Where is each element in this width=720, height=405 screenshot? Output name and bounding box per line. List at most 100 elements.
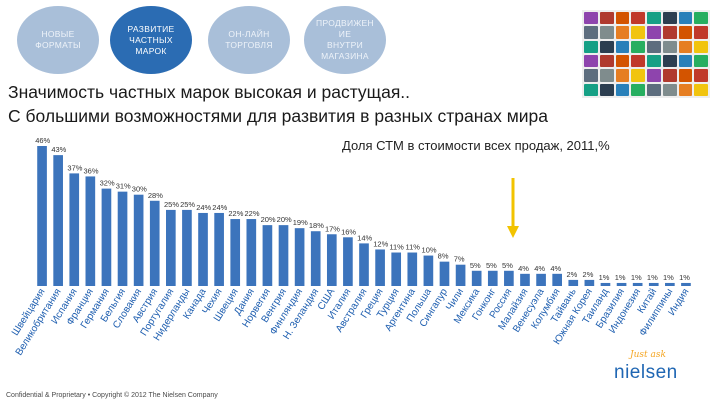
product-thumbnail bbox=[662, 69, 677, 82]
product-thumbnail bbox=[599, 83, 614, 96]
bar bbox=[343, 237, 353, 286]
bar bbox=[149, 200, 160, 286]
product-thumbnail bbox=[694, 12, 708, 25]
bar-value-label: 24% bbox=[212, 203, 227, 212]
bar bbox=[101, 188, 112, 286]
bar-value-label: 36% bbox=[84, 166, 99, 175]
bar bbox=[681, 282, 691, 286]
product-thumbnail bbox=[615, 54, 630, 68]
product-thumbnail bbox=[599, 54, 614, 68]
product-thumbnail bbox=[678, 69, 693, 82]
product-thumbnail bbox=[584, 40, 598, 53]
product-thumbnail bbox=[584, 69, 598, 82]
bar-value-label: 17% bbox=[325, 224, 340, 233]
bar-value-label: 32% bbox=[100, 179, 115, 188]
product-thumbnail bbox=[647, 83, 661, 96]
nielsen-logo: Just ask nielsen bbox=[596, 350, 702, 392]
bar bbox=[182, 209, 192, 286]
bar bbox=[568, 279, 579, 286]
product-thumbnail bbox=[615, 69, 630, 82]
bar-value-label: 1% bbox=[679, 273, 690, 282]
bar-value-label: 37% bbox=[67, 163, 82, 172]
bar bbox=[536, 273, 546, 286]
bar-value-label: 46% bbox=[35, 136, 50, 145]
logo-wordmark: nielsen bbox=[614, 362, 678, 383]
bar-value-label: 18% bbox=[309, 221, 324, 230]
bar-value-label: 5% bbox=[502, 261, 513, 270]
product-thumbnail bbox=[678, 54, 693, 68]
bar bbox=[133, 194, 144, 286]
bar bbox=[166, 209, 176, 286]
arrow-head bbox=[507, 226, 519, 238]
product-thumbnail bbox=[631, 12, 645, 25]
product-thumbnail bbox=[615, 26, 630, 39]
product-thumbnail bbox=[615, 12, 630, 25]
bar-value-label: 11% bbox=[389, 243, 404, 252]
product-thumbnail bbox=[678, 12, 693, 25]
bar bbox=[375, 249, 385, 286]
bar-value-label: 2% bbox=[566, 270, 577, 279]
product-thumbnail bbox=[647, 54, 661, 68]
bar bbox=[616, 282, 627, 286]
product-thumbnail bbox=[647, 69, 661, 82]
bar-value-label: 20% bbox=[277, 215, 292, 224]
bar bbox=[487, 270, 498, 286]
bar-value-label: 11% bbox=[405, 243, 420, 252]
bar bbox=[214, 212, 224, 286]
bar bbox=[326, 234, 337, 286]
private-label-products-collage bbox=[582, 10, 710, 98]
bar bbox=[230, 219, 241, 286]
product-thumbnail bbox=[584, 54, 598, 68]
product-thumbnail bbox=[694, 40, 708, 53]
bar-value-label: 5% bbox=[486, 261, 497, 270]
bar bbox=[584, 279, 595, 286]
bar bbox=[648, 282, 659, 286]
bar bbox=[552, 273, 562, 286]
bar-value-label: 28% bbox=[148, 191, 163, 200]
product-thumbnail bbox=[584, 83, 598, 96]
product-thumbnail bbox=[662, 26, 677, 39]
bar-value-label: 22% bbox=[228, 209, 243, 218]
bar-value-label: 43% bbox=[51, 145, 66, 154]
bar-value-label: 24% bbox=[196, 203, 211, 212]
bar bbox=[359, 243, 369, 286]
product-thumbnail bbox=[662, 12, 677, 25]
bubble-new-formats: НОВЫЕ ФОРМАТЫ bbox=[17, 6, 99, 74]
bar-value-label: 4% bbox=[534, 264, 545, 273]
bar-value-label: 4% bbox=[550, 264, 561, 273]
product-thumbnail bbox=[584, 26, 598, 39]
bar-value-label: 14% bbox=[357, 233, 372, 242]
product-thumbnail bbox=[647, 26, 661, 39]
bar bbox=[423, 255, 434, 286]
bar-value-label: 5% bbox=[470, 261, 481, 270]
product-thumbnail bbox=[631, 83, 645, 96]
bar-value-label: 19% bbox=[293, 218, 308, 227]
bar bbox=[520, 273, 530, 286]
product-thumbnail bbox=[631, 26, 645, 39]
bar bbox=[85, 176, 96, 286]
bar-value-label: 8% bbox=[438, 252, 449, 261]
bar bbox=[455, 264, 466, 286]
bar bbox=[632, 282, 643, 286]
bar-value-label: 12% bbox=[373, 239, 388, 248]
product-thumbnail bbox=[631, 54, 645, 68]
product-thumbnail bbox=[599, 69, 614, 82]
bar bbox=[117, 191, 128, 286]
product-thumbnail bbox=[647, 40, 661, 53]
footer-copyright: Confidential & Proprietary • Copyright ©… bbox=[6, 392, 218, 399]
product-thumbnail bbox=[678, 40, 693, 53]
bar-value-label: 2% bbox=[583, 270, 594, 279]
product-thumbnail bbox=[631, 40, 645, 53]
product-thumbnail bbox=[631, 69, 645, 82]
bar bbox=[278, 225, 289, 286]
bubble-online-retail: ОН-ЛАЙН ТОРГОВЛЯ bbox=[208, 6, 290, 74]
bar bbox=[198, 212, 208, 286]
bar-value-label: 30% bbox=[132, 185, 147, 194]
bar-value-label: 1% bbox=[599, 273, 610, 282]
bar-value-label: 20% bbox=[261, 215, 276, 224]
product-thumbnail bbox=[694, 26, 708, 39]
bar bbox=[391, 252, 402, 286]
product-thumbnail bbox=[599, 40, 614, 53]
bar bbox=[246, 219, 257, 286]
bar bbox=[69, 173, 80, 286]
